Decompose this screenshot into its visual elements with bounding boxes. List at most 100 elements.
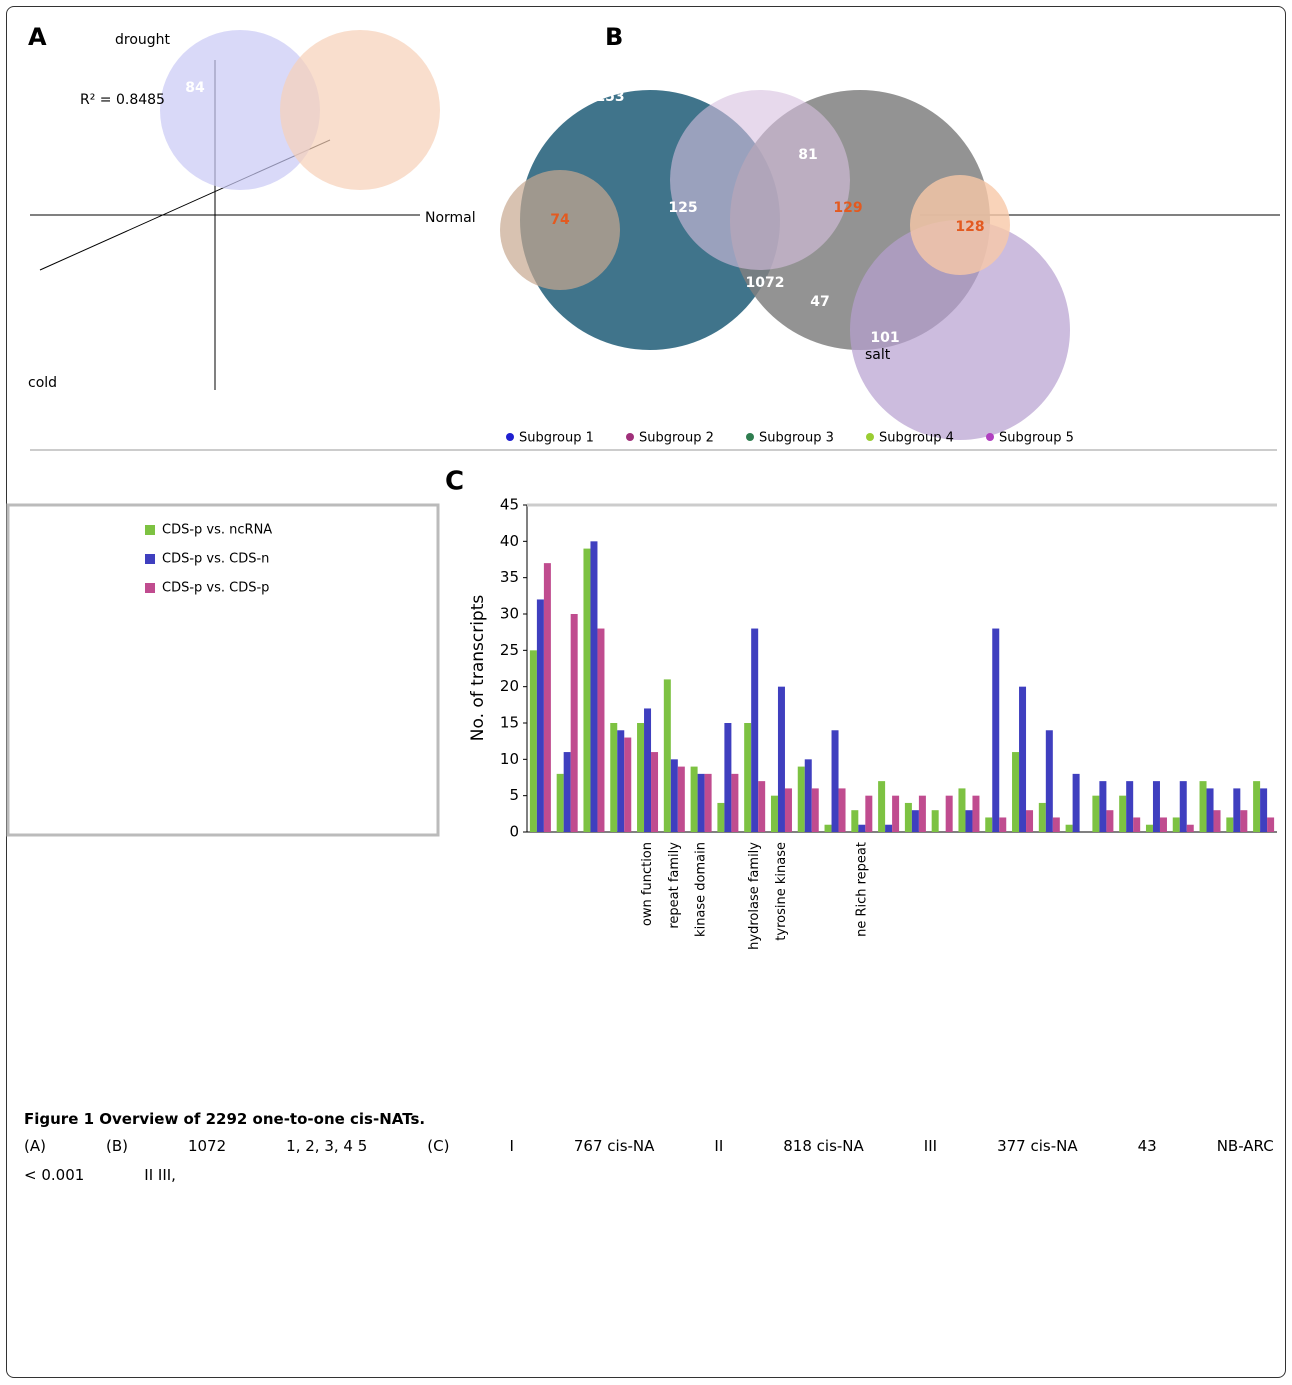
bar: [705, 774, 712, 832]
x-tick-label: ne Rich repeat: [854, 842, 869, 937]
bar: [865, 796, 872, 832]
bar: [972, 796, 979, 832]
venn-number: 81: [798, 147, 817, 163]
y-tick-label: 20: [500, 677, 519, 695]
bar: [946, 796, 953, 832]
venn-number: 47: [810, 294, 829, 310]
caption-fragment: NB-ARC: [1217, 1135, 1274, 1158]
bar: [1133, 817, 1140, 832]
bar: [590, 541, 597, 832]
bar: [885, 825, 892, 832]
y-axis-label: No. of transcripts: [468, 595, 488, 742]
legend-swatch: [145, 554, 155, 564]
venn-number: 129: [833, 200, 862, 216]
bar: [1053, 817, 1060, 832]
bar: [671, 759, 678, 832]
venn-number: 125: [668, 200, 697, 216]
bar: [1207, 788, 1214, 832]
bar: [583, 549, 590, 832]
bar: [905, 803, 912, 832]
y-tick-label: 15: [500, 714, 519, 732]
caption-fragment: < 0.001: [24, 1164, 84, 1187]
bar: [1073, 774, 1080, 832]
bar: [1253, 781, 1260, 832]
bar: [1173, 817, 1180, 832]
bar: [1099, 781, 1106, 832]
caption-fragment: (C): [427, 1135, 449, 1158]
bar: [812, 788, 819, 832]
venn-circle: [500, 170, 620, 290]
venn-number: 153: [595, 89, 624, 105]
bar: [624, 738, 631, 832]
y-tick-label: 0: [509, 823, 519, 841]
page: A B drought Normal cold salt R² = 0.8485…: [0, 0, 1292, 1385]
bar: [1119, 796, 1126, 832]
bar: [691, 767, 698, 832]
y-tick-label: 30: [500, 605, 519, 623]
bar: [744, 723, 751, 832]
r-squared: R² = 0.8485: [80, 92, 165, 108]
bar: [1200, 781, 1207, 832]
bar: [1160, 817, 1167, 832]
bar: [751, 629, 758, 832]
legend-label: Subgroup 4: [879, 431, 954, 446]
condition-label: drought: [115, 32, 171, 48]
bar: [1019, 687, 1026, 832]
condition-label: cold: [28, 375, 57, 391]
y-tick-label: 35: [500, 568, 519, 586]
bar: [1260, 788, 1267, 832]
venn-number: 84: [185, 80, 205, 96]
bar: [617, 730, 624, 832]
bar: [851, 810, 858, 832]
bar: [999, 817, 1006, 832]
condition-label: Normal: [425, 210, 476, 226]
bar: [798, 767, 805, 832]
bar: [771, 796, 778, 832]
bar: [785, 788, 792, 832]
legend-label: CDS-p vs. ncRNA: [162, 523, 272, 538]
caption-fragment: 1072: [188, 1135, 226, 1158]
bar: [678, 767, 685, 832]
bar: [610, 723, 617, 832]
bar: [1153, 781, 1160, 832]
bar: [1106, 810, 1113, 832]
bar: [717, 803, 724, 832]
caption-fragment: II: [714, 1135, 723, 1158]
venn-number: 74: [550, 212, 570, 228]
y-tick-label: 10: [500, 750, 519, 768]
bar: [912, 810, 919, 832]
caption: Figure 1 Overview of 2292 one-to-one cis…: [24, 1108, 1274, 1187]
bar: [1240, 810, 1247, 832]
caption-fragment: II III,: [144, 1164, 176, 1187]
bar: [698, 774, 705, 832]
bar: [597, 629, 604, 832]
legend-label: Subgroup 5: [999, 431, 1074, 446]
bar: [1180, 781, 1187, 832]
x-tick-label: own function: [640, 842, 655, 926]
y-tick-label: 45: [500, 496, 519, 514]
bar: [1226, 817, 1233, 832]
bar: [805, 759, 812, 832]
bar: [1039, 803, 1046, 832]
caption-fragment: I: [509, 1135, 513, 1158]
bar: [1066, 825, 1073, 832]
bar: [637, 723, 644, 832]
legend-marker: [746, 433, 754, 441]
bar: [892, 796, 899, 832]
caption-fragments: (A)(B)10721, 2, 3, 4 5(C)I767 cis-NAII81…: [24, 1135, 1274, 1187]
bar: [537, 599, 544, 832]
bar: [1046, 730, 1053, 832]
legend-marker: [986, 433, 994, 441]
bar: [832, 730, 839, 832]
legend-label: Subgroup 2: [639, 431, 714, 446]
legend-label: CDS-p vs. CDS-p: [162, 581, 269, 596]
bar: [564, 752, 571, 832]
panel-label: B: [605, 23, 623, 51]
venn-number: 101: [870, 330, 899, 346]
bar: [544, 563, 551, 832]
legend-label: Subgroup 1: [519, 431, 594, 446]
bar: [724, 723, 731, 832]
bar: [557, 774, 564, 832]
caption-title: Figure 1 Overview of 2292 one-to-one cis…: [24, 1110, 425, 1128]
bar: [758, 781, 765, 832]
